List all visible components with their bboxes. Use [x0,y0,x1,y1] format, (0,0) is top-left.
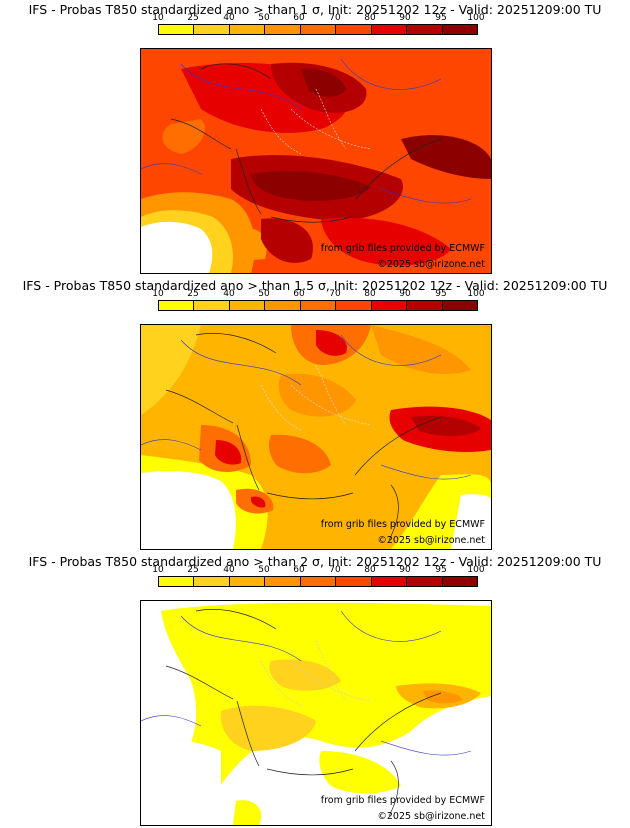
scale-swatch [442,25,477,34]
legend-tick: 40 [223,289,235,299]
legend-tick: 70 [329,13,341,23]
scale-swatch [194,577,230,586]
scale-swatch [300,301,337,310]
probability-map: from grib files provided by ECMWF ©2025 … [140,600,492,826]
scale-swatch [371,25,408,34]
legend-tick: 70 [329,565,341,575]
map-panel-1sigma: IFS - Probas T850 standardized ano > tha… [0,0,630,276]
legend-tick: 50 [258,13,270,23]
legend-tick: 80 [364,289,376,299]
legend-tick: 40 [223,13,235,23]
scale-swatch [407,25,443,34]
scale-swatch [194,25,230,34]
legend-tick: 90 [399,565,411,575]
scale-swatch [336,25,372,34]
legend-tick: 100 [467,565,485,575]
scale-swatch [265,25,301,34]
scale-swatch [371,301,408,310]
scale-swatch [229,25,266,34]
legend-tick: 80 [364,13,376,23]
legend-tick: 95 [435,13,447,23]
probability-map: from grib files provided by ECMWF ©2025 … [140,48,492,274]
legend-tick: 60 [293,565,305,575]
legend-tick: 100 [467,13,485,23]
map-panel-1-5sigma: IFS - Probas T850 standardized ano > tha… [0,276,630,552]
scale-swatch [371,577,408,586]
scale-swatch [407,301,443,310]
legend-tick: 50 [258,565,270,575]
scale-swatch [300,577,337,586]
legend-tick: 25 [187,13,199,23]
legend-tick: 25 [187,289,199,299]
legend-ticks: 10 25 40 50 60 70 80 90 95 100 [152,565,484,576]
legend-tick: 40 [223,565,235,575]
legend-tick: 60 [293,289,305,299]
scale-swatch [336,577,372,586]
probability-field [141,325,491,549]
scale-swatch [265,577,301,586]
scale-swatch [442,577,477,586]
legend-tick: 95 [435,565,447,575]
color-scale [158,300,478,311]
legend-tick: 50 [258,289,270,299]
color-scale [158,24,478,35]
scale-swatch [194,301,230,310]
scale-swatch [229,301,266,310]
copyright-notice: ©2025 sb@irizone.net [377,811,485,822]
legend-tick: 25 [187,565,199,575]
data-credit: from grib files provided by ECMWF [320,243,485,254]
legend-tick: 10 [152,289,164,299]
legend-ticks: 10 25 40 50 60 70 80 90 95 100 [152,13,484,24]
legend-ticks: 10 25 40 50 60 70 80 90 95 100 [152,289,484,300]
scale-swatch [159,577,195,586]
legend-tick: 70 [329,289,341,299]
probability-field [141,49,491,273]
scale-swatch [159,25,195,34]
legend-tick: 60 [293,13,305,23]
legend-tick: 10 [152,565,164,575]
probability-field [141,601,491,825]
data-credit: from grib files provided by ECMWF [320,795,485,806]
map-title: IFS - Probas T850 standardized ano > tha… [22,278,608,293]
scale-swatch [442,301,477,310]
map-title: IFS - Probas T850 standardized ano > tha… [28,2,602,17]
data-credit: from grib files provided by ECMWF [320,519,485,530]
probability-map: from grib files provided by ECMWF ©2025 … [140,324,492,550]
copyright-notice: ©2025 sb@irizone.net [377,259,485,270]
legend-tick: 10 [152,13,164,23]
copyright-notice: ©2025 sb@irizone.net [377,535,485,546]
scale-swatch [265,301,301,310]
color-scale [158,576,478,587]
legend-tick: 100 [467,289,485,299]
scale-swatch [300,25,337,34]
legend-tick: 90 [399,13,411,23]
map-panel-2sigma: IFS - Probas T850 standardized ano > tha… [0,552,630,828]
legend-tick: 95 [435,289,447,299]
scale-swatch [229,577,266,586]
scale-swatch [159,301,195,310]
scale-swatch [407,577,443,586]
legend-tick: 80 [364,565,376,575]
map-title: IFS - Probas T850 standardized ano > tha… [28,554,602,569]
legend-tick: 90 [399,289,411,299]
scale-swatch [336,301,372,310]
